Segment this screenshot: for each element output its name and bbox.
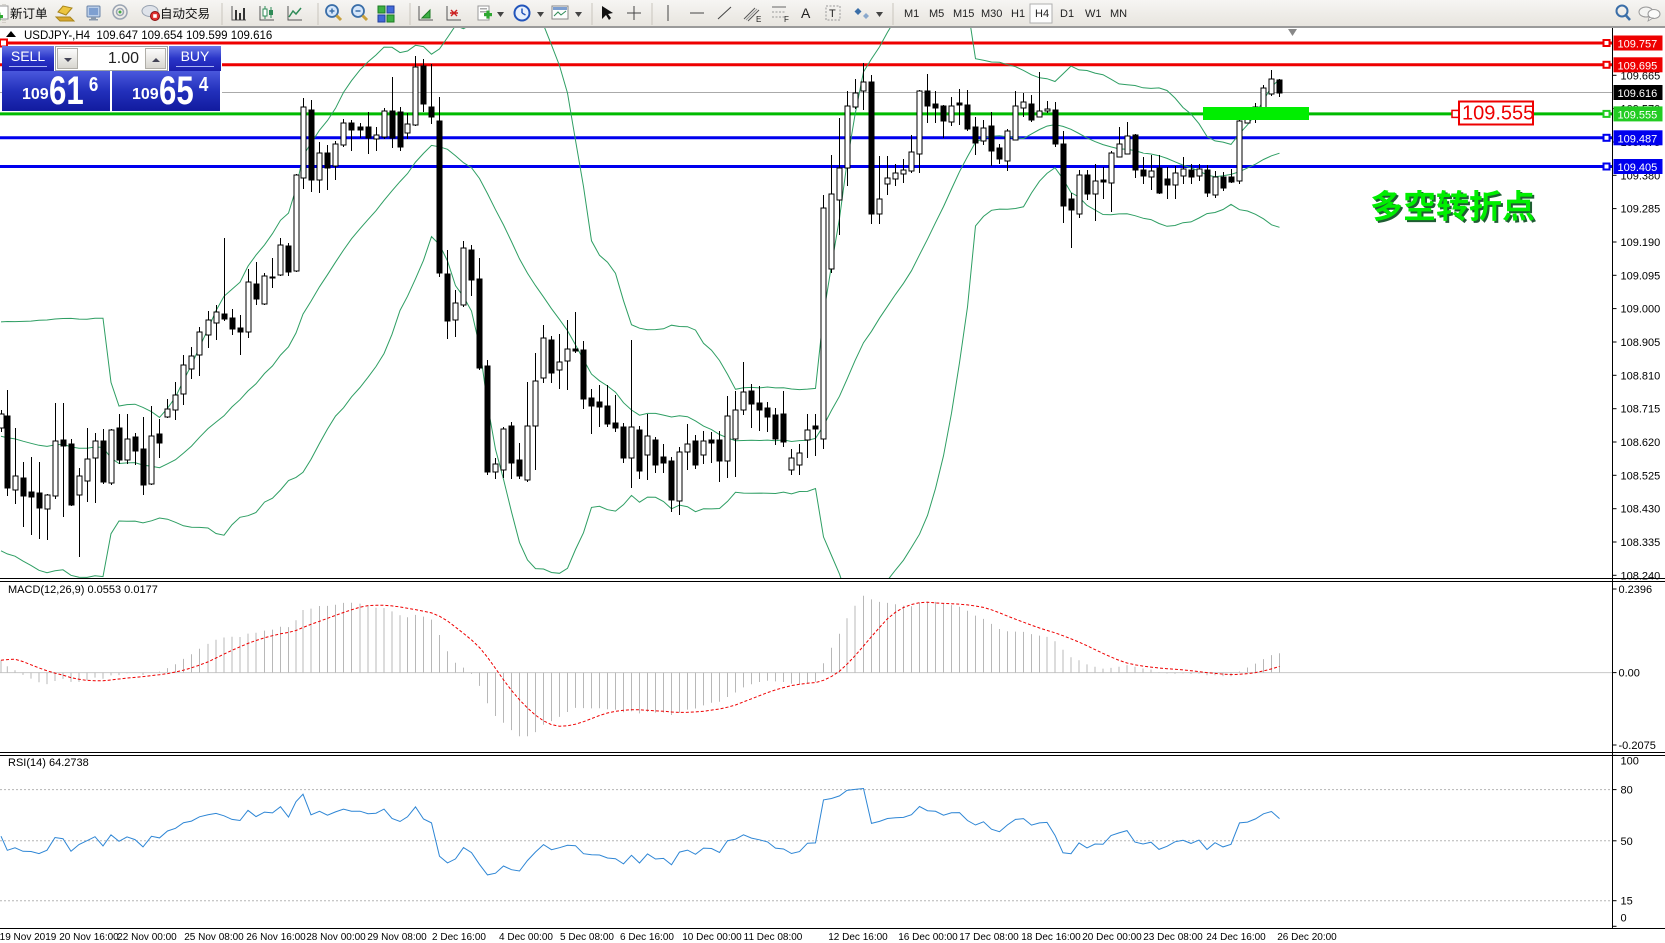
svg-text:19 Nov 2019: 19 Nov 2019 [0, 932, 57, 943]
svg-text:108.905: 108.905 [1621, 337, 1661, 349]
svg-text:108.335: 108.335 [1621, 537, 1661, 549]
svg-text:108.620: 108.620 [1621, 437, 1661, 449]
svg-text:A: A [801, 5, 811, 21]
svg-text:109.405: 109.405 [1618, 162, 1658, 174]
svg-text:USDJPY-,H4 109.647 109.654 10: USDJPY-,H4 109.647 109.654 109.599 109.6… [24, 30, 272, 42]
svg-text:M30: M30 [981, 8, 1002, 20]
svg-text:11 Dec 08:00: 11 Dec 08:00 [744, 932, 803, 943]
svg-text:20 Dec 00:00: 20 Dec 00:00 [1082, 932, 1142, 943]
svg-text:108.240: 108.240 [1621, 570, 1661, 582]
svg-text:109.190: 109.190 [1621, 237, 1661, 249]
svg-text:W1: W1 [1085, 8, 1102, 20]
svg-text:-0.2075: -0.2075 [1619, 740, 1656, 752]
svg-text:23 Dec 08:00: 23 Dec 08:00 [1143, 932, 1203, 943]
svg-text:109.487: 109.487 [1618, 133, 1658, 145]
svg-text:108.810: 108.810 [1621, 370, 1661, 382]
svg-text:F: F [784, 15, 789, 24]
svg-text:28 Nov 00:00: 28 Nov 00:00 [306, 932, 366, 943]
svg-text:M15: M15 [953, 8, 974, 20]
svg-text:24 Dec 16:00: 24 Dec 16:00 [1206, 932, 1266, 943]
svg-text:0.2396: 0.2396 [1619, 584, 1653, 596]
svg-text:22 Nov 00:00: 22 Nov 00:00 [117, 932, 177, 943]
svg-text:5 Dec 08:00: 5 Dec 08:00 [560, 932, 614, 943]
svg-text:80: 80 [1621, 785, 1633, 797]
svg-text:109.555: 109.555 [1462, 103, 1534, 125]
svg-text:RSI(14) 64.2738: RSI(14) 64.2738 [8, 757, 89, 769]
svg-text:0.00: 0.00 [1619, 668, 1640, 680]
svg-text:6 Dec 16:00: 6 Dec 16:00 [620, 932, 674, 943]
svg-text:25 Nov 08:00: 25 Nov 08:00 [184, 932, 244, 943]
svg-text:109.616: 109.616 [1618, 88, 1658, 100]
svg-text:109.757: 109.757 [1618, 39, 1658, 51]
svg-text:109.000: 109.000 [1621, 304, 1661, 316]
svg-text:0: 0 [1621, 913, 1627, 925]
svg-text:M1: M1 [904, 8, 919, 20]
svg-text:12 Dec 16:00: 12 Dec 16:00 [828, 932, 888, 943]
svg-text:109.695: 109.695 [1618, 60, 1658, 72]
svg-text:D1: D1 [1060, 8, 1074, 20]
svg-text:26 Dec 20:00: 26 Dec 20:00 [1277, 932, 1337, 943]
svg-text:29 Nov 08:00: 29 Nov 08:00 [367, 932, 427, 943]
svg-text:4 Dec 00:00: 4 Dec 00:00 [499, 932, 553, 943]
svg-text:MACD(12,26,9) 0.0553 0.0177: MACD(12,26,9) 0.0553 0.0177 [8, 584, 158, 596]
svg-text:16 Dec 00:00: 16 Dec 00:00 [898, 932, 958, 943]
svg-text:H4: H4 [1035, 8, 1049, 20]
svg-text:26 Nov 16:00: 26 Nov 16:00 [246, 932, 306, 943]
svg-text:10 Dec 00:00: 10 Dec 00:00 [682, 932, 742, 943]
svg-text:15: 15 [1621, 896, 1633, 908]
svg-text:109.095: 109.095 [1621, 270, 1661, 282]
svg-text:50: 50 [1621, 836, 1633, 848]
svg-text:109.285: 109.285 [1621, 204, 1661, 216]
svg-text:108.430: 108.430 [1621, 504, 1661, 516]
svg-text:T: T [829, 8, 836, 20]
svg-text:20 Nov 16:00: 20 Nov 16:00 [59, 932, 119, 943]
svg-text:109.665: 109.665 [1621, 70, 1661, 82]
svg-text:17 Dec 08:00: 17 Dec 08:00 [959, 932, 1019, 943]
svg-text:18 Dec 16:00: 18 Dec 16:00 [1021, 932, 1081, 943]
svg-text:M5: M5 [929, 8, 944, 20]
svg-text:109.555: 109.555 [1618, 109, 1658, 121]
svg-text:100: 100 [1621, 756, 1639, 768]
svg-text:E: E [756, 15, 761, 24]
svg-text:H1: H1 [1011, 8, 1025, 20]
svg-text:2 Dec 16:00: 2 Dec 16:00 [432, 932, 486, 943]
svg-text:108.715: 108.715 [1621, 404, 1661, 416]
svg-text:MN: MN [1110, 8, 1127, 20]
svg-text:108.525: 108.525 [1621, 470, 1661, 482]
